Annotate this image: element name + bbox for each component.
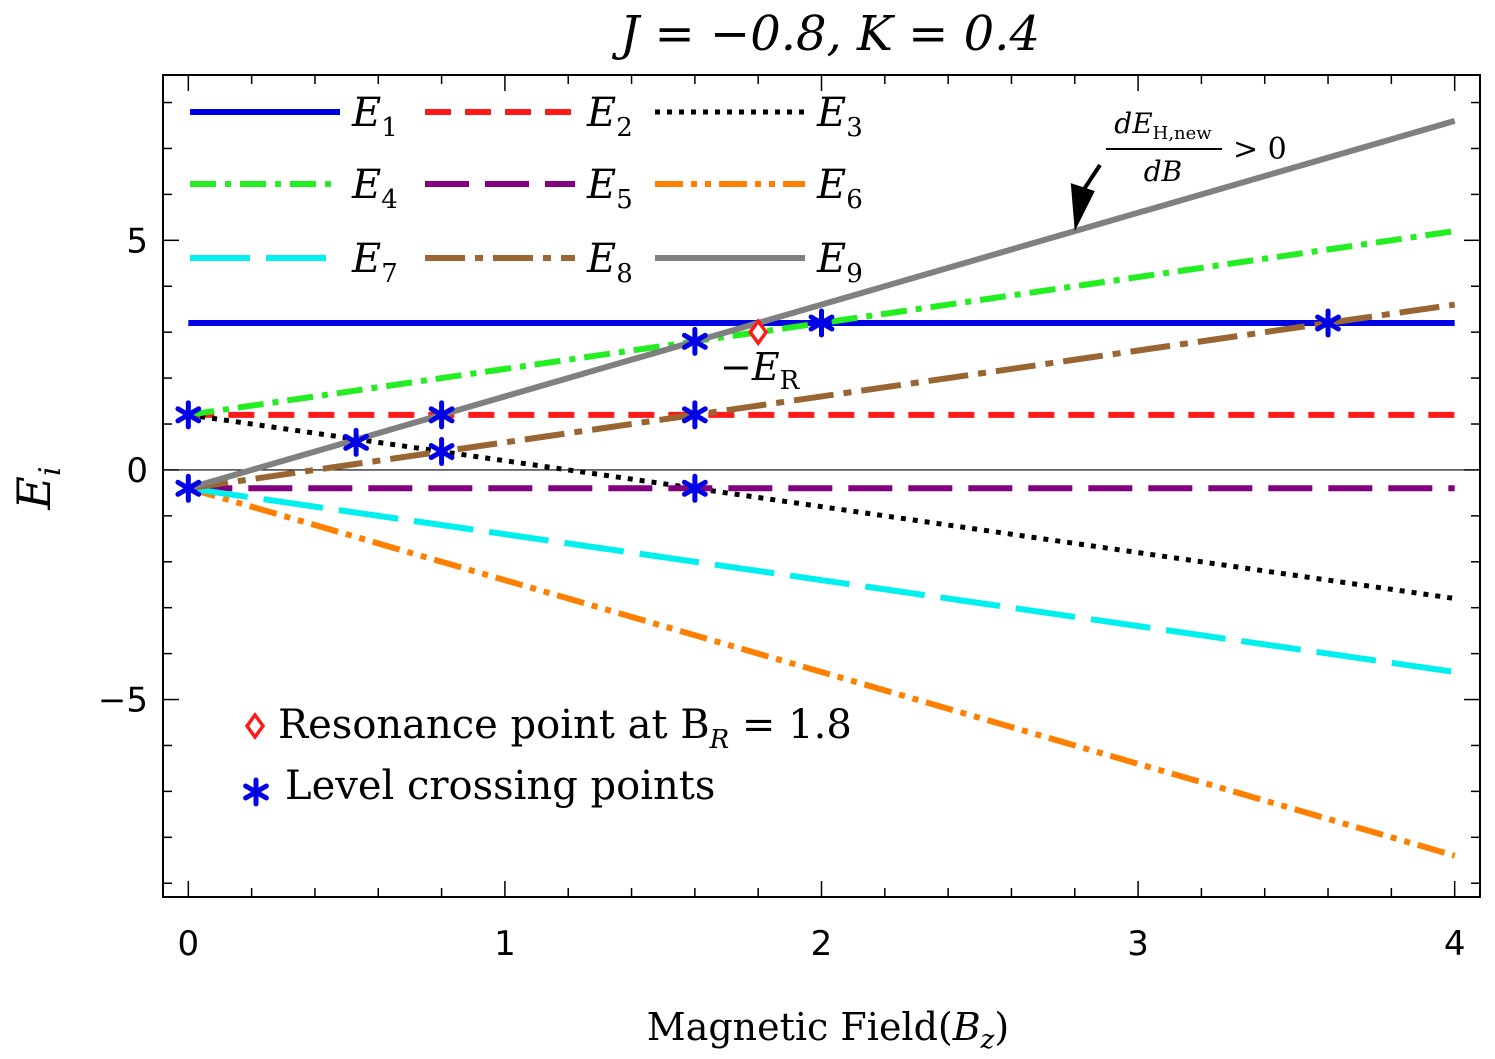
legend-label-E5: E5 (586, 162, 633, 215)
annotations: −ER dEH,new dB > 0 (720, 107, 1287, 396)
y-tick-label: 0 (126, 451, 148, 491)
level-crossing-marker (175, 400, 202, 430)
y-axis-label: Ei (7, 466, 68, 510)
legend-label-E4: E4 (351, 162, 398, 215)
axis-tick-labels: 0 1 2 3 4 −5 0 5 (98, 221, 1466, 964)
level-crossing-marker (681, 473, 708, 503)
derivative-arrow-shaft (1081, 163, 1102, 193)
legend-label-E2: E2 (586, 90, 633, 143)
derivative-numerator: dEH,new (1114, 107, 1212, 144)
series-E3 (187, 412, 1456, 601)
resonance-marker (748, 318, 769, 347)
level-crossing-marker (681, 326, 708, 356)
bottom-legend-resonance-marker (244, 712, 266, 740)
bottom-legend-resonance-text: Resonance point at BR = 1.8 (278, 702, 852, 755)
markers (175, 308, 1341, 503)
legend: E1 E2 E3 E4 E5 E6 E7 E8 E9 (190, 90, 863, 289)
series-E7 (187, 485, 1456, 675)
level-crossing-marker (1315, 308, 1341, 338)
legend-label-E3: E3 (816, 90, 863, 143)
level-crossing-marker (343, 427, 370, 457)
series-E8 (187, 301, 1456, 492)
bottom-legend: Resonance point at BR = 1.8 Level crossin… (243, 702, 852, 809)
level-crossing-marker (428, 437, 455, 467)
derivative-denominator: dB (1144, 155, 1183, 188)
x-axis-label: Magnetic Field(Bz) (647, 1005, 1009, 1055)
x-tick-label: 4 (1444, 924, 1466, 964)
x-tick-label: 2 (811, 924, 833, 964)
series-E6 (187, 485, 1456, 859)
x-tick-label: 0 (178, 924, 200, 964)
derivative-rhs: > 0 (1233, 132, 1287, 167)
y-tick-label: 5 (126, 221, 148, 261)
level-crossing-marker (175, 473, 202, 503)
level-crossing-marker (428, 400, 455, 430)
derivative-arrow-head (1070, 183, 1095, 232)
bottom-legend-crossing-marker (243, 777, 269, 807)
level-crossing-marker (681, 400, 708, 430)
y-tick-label: −5 (98, 681, 148, 721)
bottom-legend-crossing-text: Level crossing points (285, 763, 715, 809)
legend-label-E9: E9 (816, 236, 863, 289)
chart-title: J = −0.8, K = 0.4 (611, 6, 1040, 62)
axis-ticks (163, 75, 1480, 897)
series-E9 (187, 118, 1456, 492)
legend-label-E8: E8 (586, 236, 633, 289)
resonance-energy-label: −ER (720, 345, 801, 396)
x-tick-label: 3 (1127, 924, 1149, 964)
legend-label-E7: E7 (351, 236, 398, 289)
x-tick-label: 1 (494, 924, 516, 964)
legend-label-E6: E6 (816, 162, 863, 215)
level-crossing-marker (808, 308, 835, 338)
legend-label-E1: E1 (351, 90, 398, 143)
